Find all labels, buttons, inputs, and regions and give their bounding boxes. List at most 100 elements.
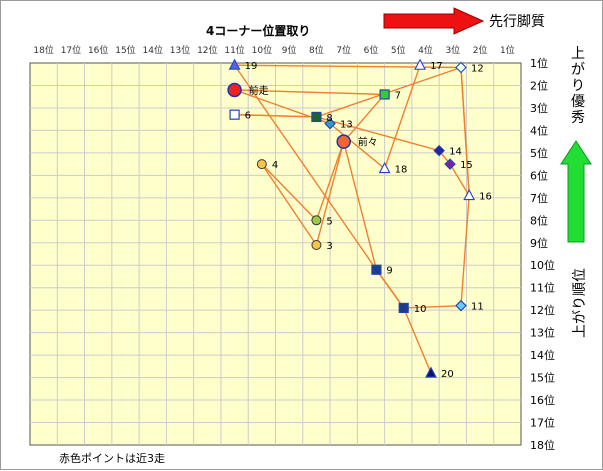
data-point-9 [371, 264, 382, 275]
data-point-14 [433, 144, 445, 157]
data-points [227, 58, 476, 378]
point-label: 前走 [249, 84, 269, 97]
point-label: 10 [414, 304, 427, 315]
x-tick-label: 3位 [445, 44, 460, 56]
x-tick-label: 8位 [309, 44, 324, 56]
data-point-20 [425, 366, 437, 378]
x-tick-label: 14位 [143, 44, 163, 56]
connector-line [261, 163, 317, 246]
point-label: 前々 [358, 136, 378, 149]
connector-line [329, 123, 386, 170]
connector-line [315, 141, 345, 221]
red-arrow-icon [383, 7, 485, 35]
point-label: 8 [326, 113, 332, 124]
x-tick-label: 18位 [33, 44, 53, 56]
y-tick-label: 8位 [530, 213, 548, 227]
y-tick-label: 13位 [530, 326, 555, 340]
x-tick-label: 9位 [282, 44, 297, 56]
point-label: 9 [386, 266, 392, 277]
point-label: 7 [395, 90, 401, 101]
y-tick-label: 17位 [530, 416, 555, 430]
point-label: 13 [340, 120, 353, 131]
data-point-前走 [227, 82, 242, 98]
y-tick-label: 3位 [530, 101, 548, 115]
point-label: 6 [245, 111, 251, 122]
connector-line [403, 304, 462, 309]
point-label: 20 [441, 369, 454, 380]
point-label: 12 [471, 63, 484, 74]
side-label-bottom: 上がり順位 [572, 268, 588, 338]
x-tick-label: 11位 [224, 44, 244, 56]
y-tick-label: 5位 [530, 146, 548, 160]
connector-line [460, 67, 470, 196]
x-tick-label: 4位 [418, 44, 433, 56]
point-label: 3 [326, 241, 332, 252]
x-tick-label: 2位 [473, 44, 488, 56]
grid-lines [30, 63, 521, 445]
point-label: 5 [326, 216, 332, 227]
point-label: 18 [395, 165, 408, 176]
data-point-3 [311, 240, 322, 251]
side-label-char: 優 [571, 94, 585, 110]
y-tick-labels: 1位 2位 3位 4位 5位 6位 7位 8位 9位 10位 11位 12位 13位 14位 15位 16位 1… [530, 56, 555, 452]
connector-line [234, 89, 385, 96]
chart-title: 4コーナー位置取り [206, 23, 310, 38]
connector-line [343, 141, 378, 270]
side-label-bottom-text: 上がり順位 [572, 268, 588, 338]
y-tick-label: 6位 [530, 168, 548, 182]
connector-line [234, 113, 317, 118]
data-point-5 [311, 215, 322, 226]
data-point-11 [455, 299, 467, 312]
x-tick-label: 7位 [336, 44, 351, 56]
y-tick-label: 16位 [530, 393, 555, 407]
x-tick-labels: 18位 17位 16位 15位 14位 13位 12位 11位 10位 9位 8位 7位 6位 5位 4位 3… [33, 44, 514, 56]
data-point-18 [378, 161, 391, 174]
y-tick-label: 12位 [530, 303, 555, 317]
data-point-15 [444, 158, 456, 170]
data-point-12 [455, 61, 467, 74]
x-tick-label: 13位 [170, 44, 190, 56]
y-tick-label: 2位 [530, 78, 548, 92]
connector-line [316, 116, 440, 152]
x-tick-label: 15位 [115, 44, 135, 56]
y-tick-label: 11位 [530, 281, 555, 295]
connector-line [343, 94, 386, 143]
y-tick-label: 15位 [530, 371, 555, 385]
x-tick-label: 6位 [364, 44, 379, 56]
point-label: 14 [449, 147, 462, 158]
connector-line [375, 269, 405, 309]
point-label: 17 [430, 61, 443, 72]
y-tick-label: 18位 [530, 438, 555, 452]
y-tick-label: 7位 [530, 191, 548, 205]
data-point-10 [398, 302, 409, 314]
connector-line [460, 195, 470, 306]
data-point-6 [229, 109, 240, 120]
top-arrow-label: 先行脚質 [489, 14, 545, 30]
connector-line [315, 141, 345, 246]
data-point-7 [379, 89, 390, 100]
data-point-8 [311, 111, 322, 123]
data-point-16 [463, 188, 476, 201]
x-tick-label: 10位 [252, 44, 272, 56]
data-point-4 [256, 159, 267, 170]
x-tick-label: 1位 [500, 44, 515, 56]
connector-line [234, 64, 378, 271]
connector-line [403, 307, 432, 374]
point-label: 11 [471, 302, 484, 313]
connector-line [261, 163, 317, 221]
point-label: 4 [272, 160, 278, 171]
data-point-前々 [336, 134, 351, 149]
y-tick-label: 1位 [530, 56, 548, 70]
x-tick-label: 16位 [88, 44, 108, 56]
x-tick-label: 5位 [391, 44, 406, 56]
side-label-char: り [571, 78, 585, 94]
point-label: 19 [245, 61, 258, 72]
footer-note: 赤色ポイントは近3走 [59, 451, 165, 465]
data-point-17 [414, 58, 426, 70]
side-label-char: 秀 [571, 110, 585, 126]
data-point-19 [228, 58, 241, 70]
y-tick-label: 9位 [530, 236, 548, 250]
